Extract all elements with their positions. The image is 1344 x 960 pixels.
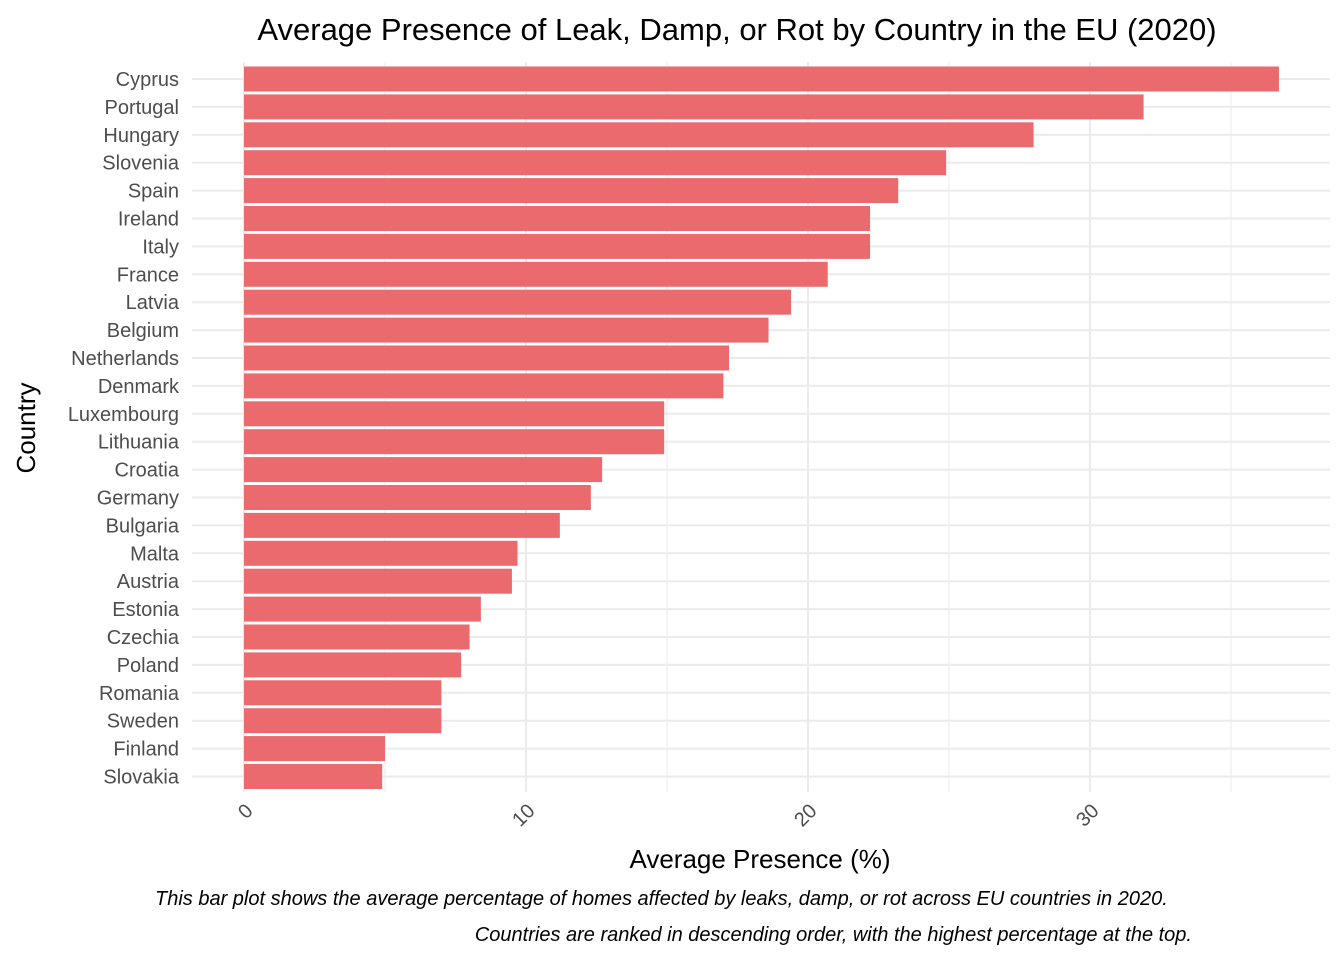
bar-luxembourg bbox=[244, 401, 665, 427]
bar-denmark bbox=[244, 373, 724, 399]
x-tick-label: 20 bbox=[790, 800, 821, 831]
y-tick-label: Hungary bbox=[103, 125, 179, 147]
y-tick-label: Germany bbox=[97, 488, 179, 510]
y-tick-label: Latvia bbox=[126, 292, 180, 314]
y-tick-label: Italy bbox=[142, 236, 179, 258]
bar-finland bbox=[244, 736, 385, 762]
bar-romania bbox=[244, 680, 442, 706]
bar-lithuania bbox=[244, 429, 665, 455]
bar-poland bbox=[244, 652, 462, 678]
x-tick-labels: 0 10 20 30 bbox=[234, 800, 1103, 831]
y-tick-label: Romania bbox=[99, 683, 180, 705]
bar-ireland bbox=[244, 206, 871, 231]
y-tick-label: Czechia bbox=[107, 627, 180, 649]
y-tick-label: France bbox=[117, 264, 179, 286]
y-tick-label: Portugal bbox=[105, 97, 180, 119]
y-tick-label: Belgium bbox=[107, 320, 179, 342]
y-axis-title: Country bbox=[11, 382, 41, 473]
y-tick-label: Netherlands bbox=[71, 348, 179, 370]
x-tick-label: 0 bbox=[234, 800, 257, 823]
bar-germany bbox=[244, 485, 591, 510]
bar-spain bbox=[244, 178, 899, 204]
y-tick-labels: Cyprus Portugal Hungary Slovenia Spain Irelan… bbox=[68, 69, 180, 789]
caption-line-1: This bar plot shows the average percenta… bbox=[155, 888, 1168, 910]
bar-estonia bbox=[244, 596, 481, 622]
bar-italy bbox=[244, 233, 871, 259]
bar-hungary bbox=[244, 122, 1034, 148]
y-tick-label: Sweden bbox=[107, 711, 179, 733]
y-tick-label: Ireland bbox=[118, 209, 179, 231]
bar-croatia bbox=[244, 457, 603, 483]
bar-slovakia bbox=[244, 764, 383, 789]
caption-line-2: Countries are ranked in descending order… bbox=[475, 924, 1192, 946]
y-tick-label: Finland bbox=[113, 739, 179, 761]
bars bbox=[244, 66, 1279, 789]
bar-belgium bbox=[244, 317, 769, 343]
y-tick-label: Slovakia bbox=[103, 767, 179, 789]
y-tick-label: Spain bbox=[128, 181, 179, 203]
y-tick-label: Austria bbox=[117, 571, 180, 593]
chart-title: Average Presence of Leak, Damp, or Rot b… bbox=[257, 12, 1216, 47]
x-tick-label: 30 bbox=[1072, 800, 1103, 831]
bar-cyprus bbox=[244, 66, 1279, 92]
y-tick-label: Poland bbox=[117, 655, 179, 677]
x-tick-label: 10 bbox=[508, 800, 539, 831]
y-tick-label: Estonia bbox=[112, 599, 180, 621]
y-tick-label: Cyprus bbox=[116, 69, 179, 91]
y-tick-label: Croatia bbox=[115, 460, 180, 482]
y-tick-label: Slovenia bbox=[102, 153, 180, 175]
bar-czechia bbox=[244, 624, 470, 650]
bar-portugal bbox=[244, 94, 1144, 120]
bar-slovenia bbox=[244, 150, 947, 176]
y-tick-label: Denmark bbox=[98, 376, 180, 398]
bar-malta bbox=[244, 540, 518, 566]
y-tick-label: Luxembourg bbox=[68, 404, 179, 426]
bar-latvia bbox=[244, 289, 792, 315]
bar-bulgaria bbox=[244, 512, 560, 538]
y-tick-label: Malta bbox=[130, 543, 180, 565]
x-axis-title: Average Presence (%) bbox=[629, 844, 890, 874]
y-tick-label: Lithuania bbox=[98, 432, 180, 454]
bar-netherlands bbox=[244, 345, 730, 371]
bar-sweden bbox=[244, 708, 442, 734]
bar-france bbox=[244, 261, 828, 287]
bar-austria bbox=[244, 568, 512, 594]
y-tick-label: Bulgaria bbox=[106, 515, 180, 537]
